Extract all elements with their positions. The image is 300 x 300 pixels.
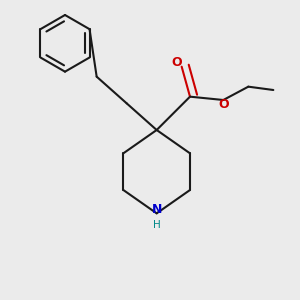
Text: O: O	[171, 56, 182, 69]
Text: N: N	[152, 203, 162, 216]
Text: O: O	[218, 98, 229, 112]
Text: H: H	[153, 220, 160, 230]
